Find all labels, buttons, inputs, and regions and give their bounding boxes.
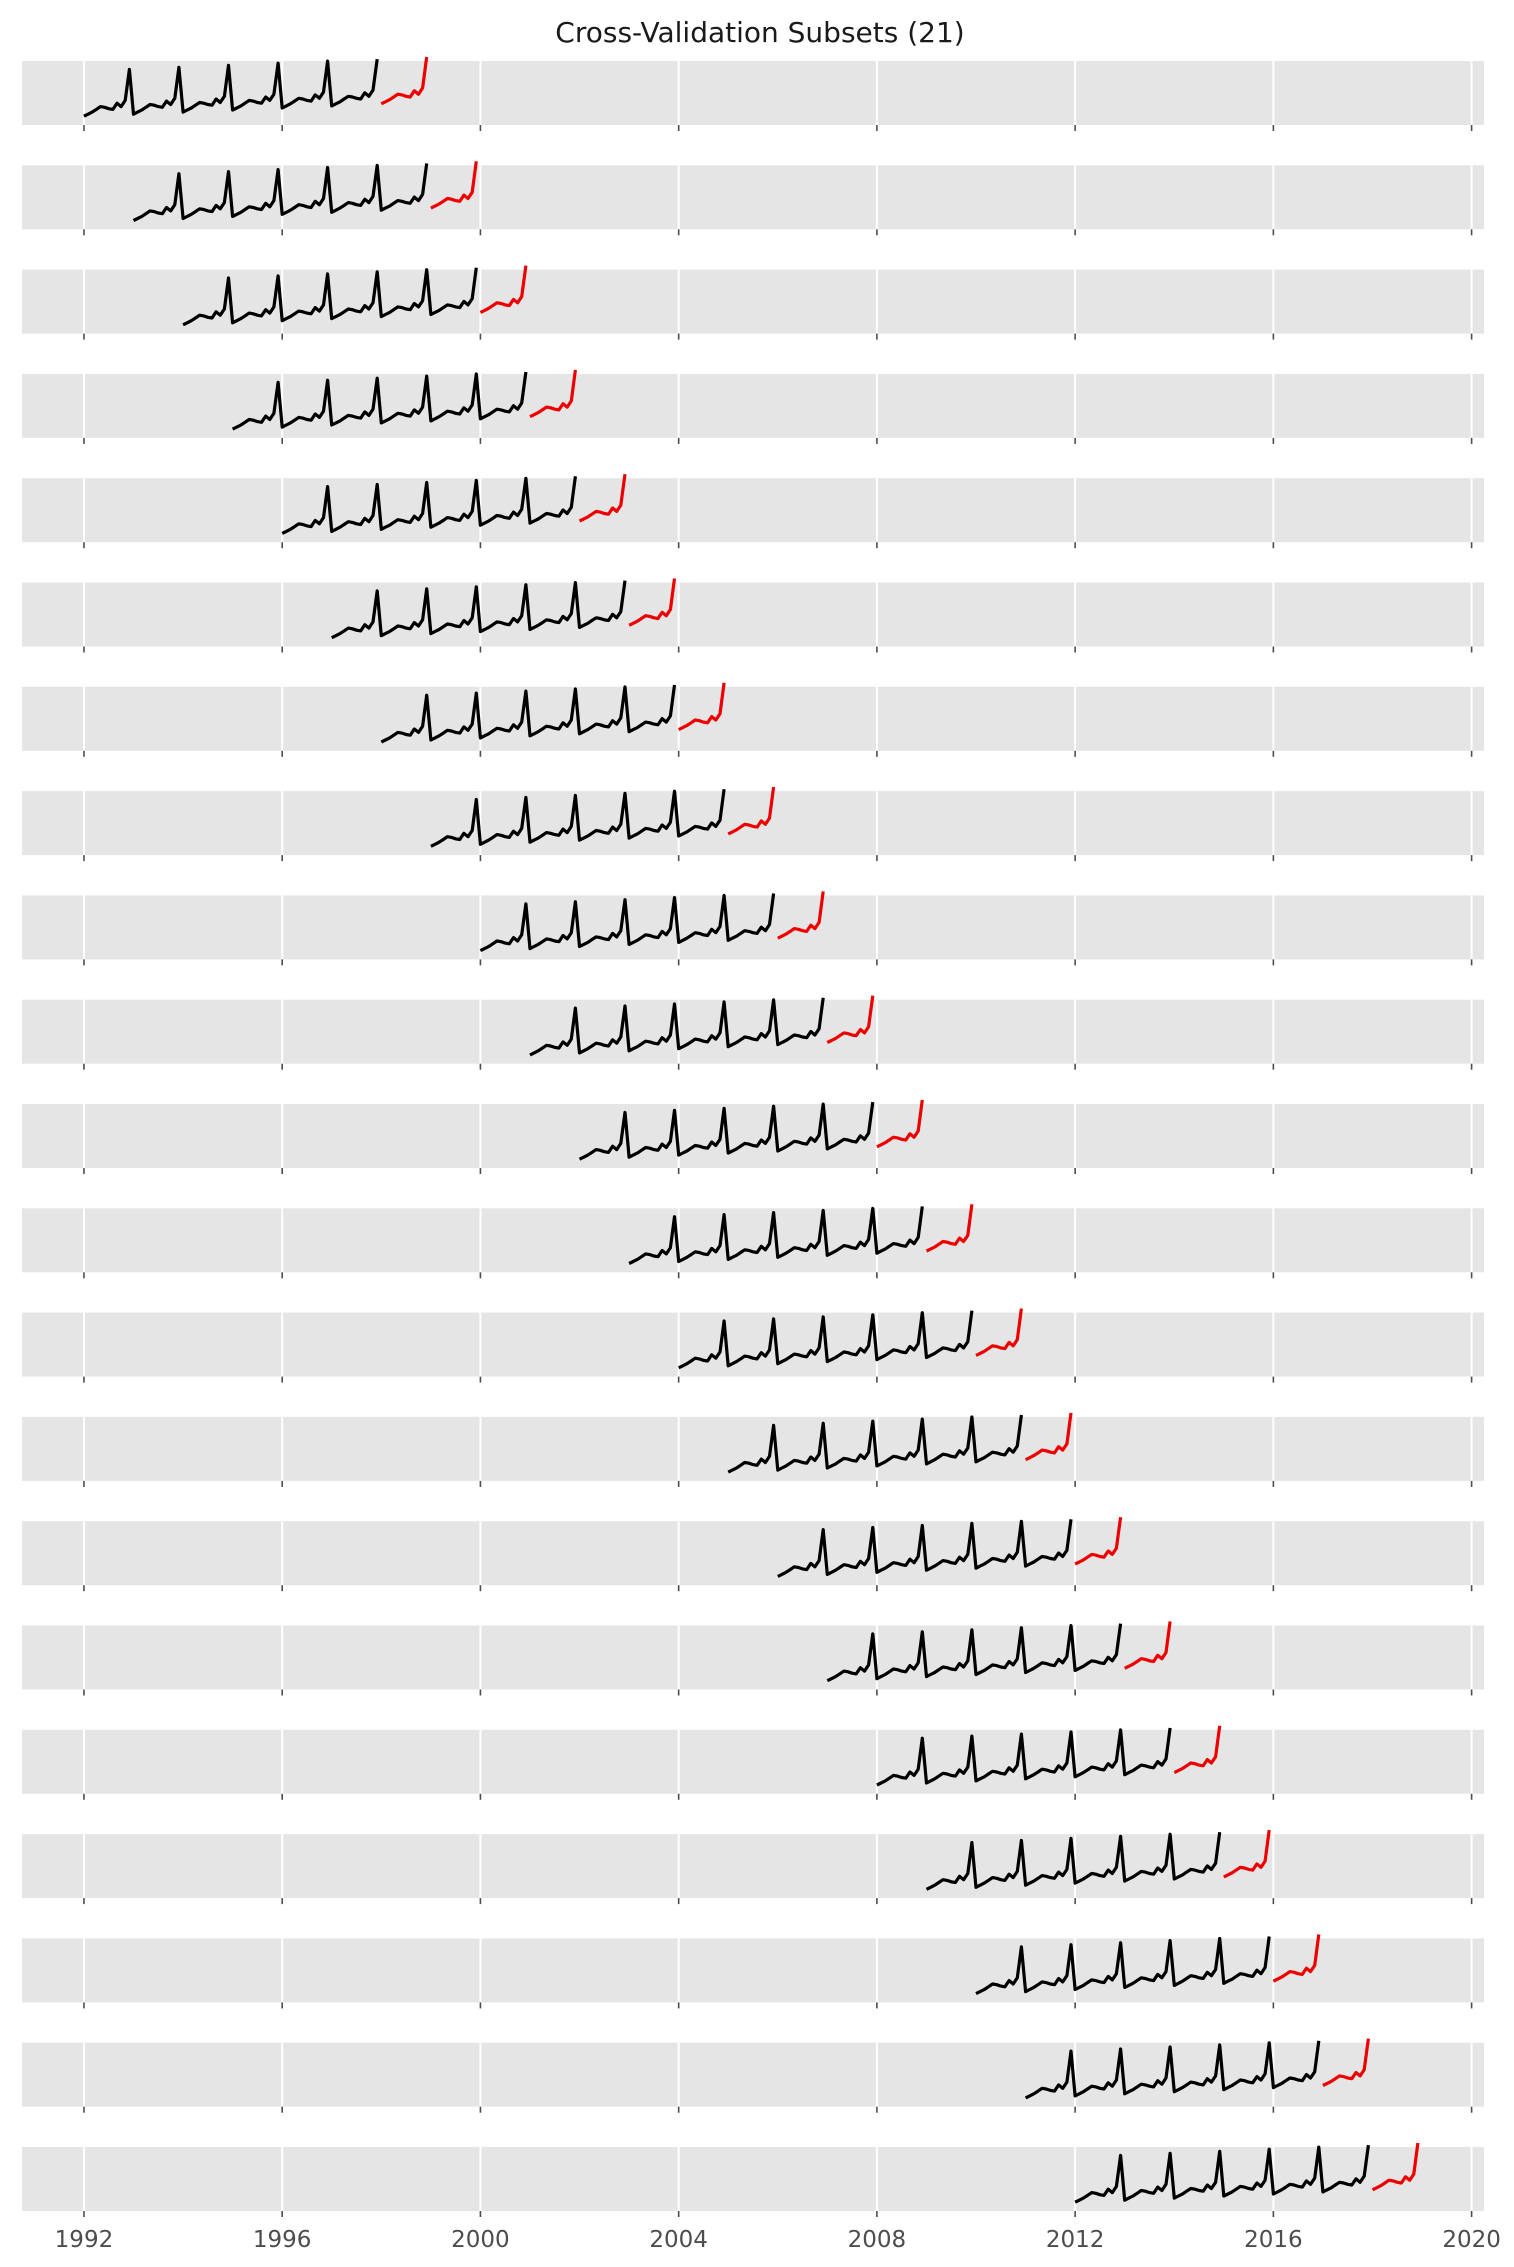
panel-background xyxy=(22,1834,1484,1899)
train-series-line xyxy=(777,1519,1073,1578)
subset-panel xyxy=(22,1099,1484,1174)
panel-background xyxy=(22,1729,1484,1794)
subset-panel xyxy=(22,1412,1484,1487)
x-tick-label: 1992 xyxy=(55,2227,114,2253)
test-series-line xyxy=(677,682,726,732)
x-tick-label: 1996 xyxy=(253,2227,312,2253)
panel-background xyxy=(22,1208,1484,1273)
subset-panel xyxy=(22,2142,1484,2217)
train-series-line xyxy=(430,788,726,848)
train-series-line xyxy=(182,267,478,327)
x-axis-ticks: 1992 1996 2000 2004 2008 2012 2016 2020 xyxy=(55,2227,1501,2253)
test-series-line xyxy=(578,473,627,523)
panel-background xyxy=(22,1625,1484,1690)
train-series-line xyxy=(975,1936,1271,1996)
subset-panel xyxy=(22,1308,1484,1383)
panel-background xyxy=(22,61,1484,125)
train-series-line xyxy=(1024,2040,1321,2100)
subset-panel xyxy=(22,1934,1484,2009)
test-series-line xyxy=(1272,1934,1321,1983)
test-series-line xyxy=(430,161,478,210)
test-series-line xyxy=(1123,1621,1172,1670)
panel-background xyxy=(22,1938,1484,2003)
test-series-line xyxy=(777,891,825,940)
panel-background xyxy=(22,582,1484,647)
subset-panel xyxy=(22,56,1484,131)
subset-panel xyxy=(22,473,1484,549)
test-series-line xyxy=(826,995,875,1044)
panel-background xyxy=(22,1312,1484,1377)
panel-background xyxy=(22,1104,1484,1168)
train-series-line xyxy=(826,1623,1123,1683)
subset-panel xyxy=(22,1725,1484,1800)
test-series-line xyxy=(1074,1516,1123,1566)
train-series-line xyxy=(380,684,677,744)
train-series-line xyxy=(281,476,577,535)
panel-background xyxy=(22,686,1484,751)
subset-panel xyxy=(22,265,1484,340)
x-tick-label: 2000 xyxy=(451,2227,510,2253)
train-series-line xyxy=(132,163,429,222)
train-series-line xyxy=(83,58,379,118)
test-series-line xyxy=(1371,2142,1420,2192)
train-series-line xyxy=(231,371,528,431)
panel-background xyxy=(22,2042,1484,2107)
subset-panel xyxy=(22,1621,1484,1696)
train-series-line xyxy=(925,1831,1222,1891)
test-series-line xyxy=(1223,1829,1271,1879)
train-series-line xyxy=(677,1310,974,1370)
subset-panel xyxy=(22,1516,1484,1592)
x-tick-label: 2016 xyxy=(1244,2227,1303,2253)
panel-background xyxy=(22,373,1484,438)
test-series-line xyxy=(727,786,776,836)
train-series-line xyxy=(529,997,825,1057)
subset-panel xyxy=(22,682,1484,757)
x-tick-label: 2012 xyxy=(1046,2227,1105,2253)
panel-background xyxy=(22,791,1484,856)
panel-background xyxy=(22,478,1484,543)
train-series-line xyxy=(876,1727,1172,1787)
test-series-line xyxy=(529,369,577,419)
subset-panel xyxy=(22,1204,1484,1279)
train-series-line xyxy=(331,580,627,640)
train-series-line xyxy=(727,1414,1023,1474)
panel-background xyxy=(22,1521,1484,1586)
subset-panel xyxy=(22,369,1484,444)
subset-panel xyxy=(22,2038,1484,2113)
train-series-line xyxy=(1074,2144,1370,2204)
train-series-line xyxy=(628,1206,924,1265)
panel-background xyxy=(22,165,1484,230)
panel-background xyxy=(22,2147,1484,2211)
test-series-line xyxy=(876,1099,924,1149)
x-tick-label: 2020 xyxy=(1442,2227,1501,2253)
train-series-line xyxy=(479,893,776,953)
x-tick-label: 2008 xyxy=(848,2227,907,2253)
test-series-line xyxy=(1024,1412,1073,1462)
subset-panel xyxy=(22,578,1484,653)
panel-background xyxy=(22,269,1484,334)
test-series-line xyxy=(1322,2038,1370,2087)
test-series-line xyxy=(380,56,429,106)
panel-background xyxy=(22,1416,1484,1481)
subset-panel xyxy=(22,786,1484,862)
test-series-line xyxy=(975,1308,1023,1357)
test-series-line xyxy=(925,1204,974,1253)
subset-panel xyxy=(22,995,1484,1070)
chart-title: Cross-Validation Subsets (21) xyxy=(555,16,964,49)
panel-background xyxy=(22,895,1484,960)
test-series-line xyxy=(1173,1725,1222,1775)
panel-background xyxy=(22,999,1484,1064)
train-series-line xyxy=(578,1101,875,1161)
test-series-line xyxy=(628,578,677,627)
subset-panel xyxy=(22,1829,1484,1905)
panels-group xyxy=(22,56,1484,2217)
subset-panel xyxy=(22,161,1484,236)
test-series-line xyxy=(479,265,528,314)
subset-panel xyxy=(22,891,1484,966)
x-tick-label: 2004 xyxy=(649,2227,708,2253)
